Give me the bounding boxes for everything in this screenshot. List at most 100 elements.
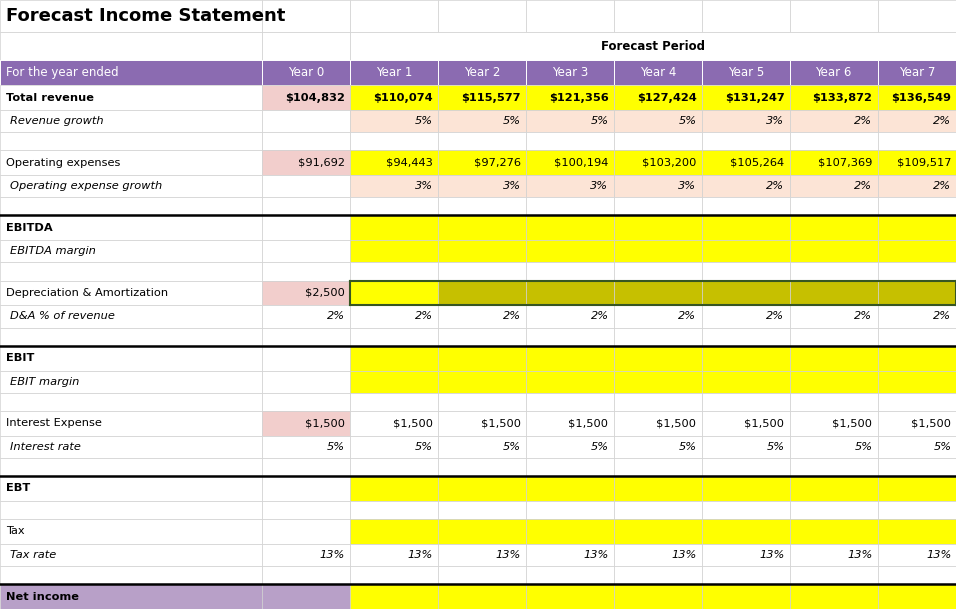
Bar	[526, 216, 614, 241]
Text: $1,500: $1,500	[657, 418, 696, 428]
Bar	[878, 346, 956, 371]
Bar	[878, 519, 956, 544]
Text: $1,500: $1,500	[305, 418, 344, 428]
Bar	[262, 501, 350, 519]
Bar	[262, 241, 350, 262]
Bar	[350, 132, 438, 150]
Bar	[350, 328, 438, 346]
Bar	[0, 0, 262, 32]
Bar	[878, 281, 956, 306]
Bar	[438, 281, 526, 306]
Bar	[438, 216, 526, 241]
Bar	[0, 132, 262, 150]
Bar	[614, 371, 702, 393]
Bar	[878, 435, 956, 458]
Bar	[526, 346, 614, 371]
Bar	[262, 566, 350, 584]
Bar	[790, 328, 878, 346]
Bar	[790, 544, 878, 566]
Bar	[526, 371, 614, 393]
Bar	[702, 410, 790, 435]
Bar	[350, 476, 438, 501]
Bar	[262, 32, 350, 60]
Bar	[878, 85, 956, 110]
Bar	[350, 281, 438, 306]
Text: EBT: EBT	[6, 484, 31, 493]
Bar	[526, 262, 614, 281]
Bar	[702, 476, 790, 501]
Text: 5%: 5%	[503, 116, 520, 126]
Text: Year 0: Year 0	[288, 66, 324, 79]
Bar	[262, 346, 350, 371]
Text: 5%: 5%	[327, 442, 344, 452]
Bar	[0, 519, 262, 544]
Bar	[0, 410, 262, 435]
Bar	[438, 0, 526, 32]
Text: Net income: Net income	[6, 591, 79, 602]
Bar	[614, 197, 702, 216]
Text: Year 1: Year 1	[376, 66, 412, 79]
Bar	[790, 410, 878, 435]
Bar	[526, 306, 614, 328]
Bar	[0, 476, 262, 501]
Text: 3%: 3%	[503, 181, 520, 191]
Bar	[702, 60, 790, 85]
Bar	[0, 216, 262, 241]
Bar	[438, 197, 526, 216]
Text: Operating expense growth: Operating expense growth	[10, 181, 163, 191]
Bar	[614, 306, 702, 328]
Bar	[790, 262, 878, 281]
Text: 5%: 5%	[679, 442, 696, 452]
Text: 3%: 3%	[415, 181, 432, 191]
Bar	[790, 371, 878, 393]
Text: EBIT margin: EBIT margin	[10, 376, 79, 387]
Bar	[438, 544, 526, 566]
Text: Forecast Period: Forecast Period	[601, 40, 705, 52]
Text: $1,500: $1,500	[911, 418, 951, 428]
Text: EBITDA margin: EBITDA margin	[10, 247, 96, 256]
Bar	[878, 371, 956, 393]
Bar	[262, 328, 350, 346]
Bar	[350, 0, 438, 32]
Bar	[878, 60, 956, 85]
Text: $109,517: $109,517	[897, 158, 951, 167]
Bar	[702, 0, 790, 32]
Text: 13%: 13%	[926, 550, 951, 560]
Text: 3%: 3%	[591, 181, 608, 191]
Text: Year 2: Year 2	[464, 66, 500, 79]
Bar	[702, 371, 790, 393]
Bar	[790, 476, 878, 501]
Bar	[350, 544, 438, 566]
Text: 2%: 2%	[767, 311, 784, 322]
Bar	[0, 197, 262, 216]
Text: Year 3: Year 3	[552, 66, 588, 79]
Bar	[350, 150, 438, 175]
Text: 3%: 3%	[679, 181, 696, 191]
Bar	[878, 544, 956, 566]
Bar	[0, 306, 262, 328]
Bar	[438, 150, 526, 175]
Bar	[526, 566, 614, 584]
Bar	[262, 544, 350, 566]
Bar	[262, 393, 350, 410]
Bar	[790, 519, 878, 544]
Bar	[614, 346, 702, 371]
Bar	[262, 85, 350, 110]
Bar	[350, 60, 438, 85]
Text: 2%: 2%	[855, 311, 872, 322]
Bar	[614, 281, 702, 306]
Text: 13%: 13%	[495, 550, 520, 560]
Bar	[438, 501, 526, 519]
Bar	[614, 132, 702, 150]
Bar	[614, 241, 702, 262]
Bar	[350, 85, 438, 110]
Bar	[702, 566, 790, 584]
Text: 5%: 5%	[591, 442, 608, 452]
Text: $1,500: $1,500	[569, 418, 608, 428]
Text: 2%: 2%	[327, 311, 344, 322]
Bar	[350, 393, 438, 410]
Bar	[614, 519, 702, 544]
Bar	[526, 175, 614, 197]
Text: 2%: 2%	[415, 311, 432, 322]
Bar	[790, 501, 878, 519]
